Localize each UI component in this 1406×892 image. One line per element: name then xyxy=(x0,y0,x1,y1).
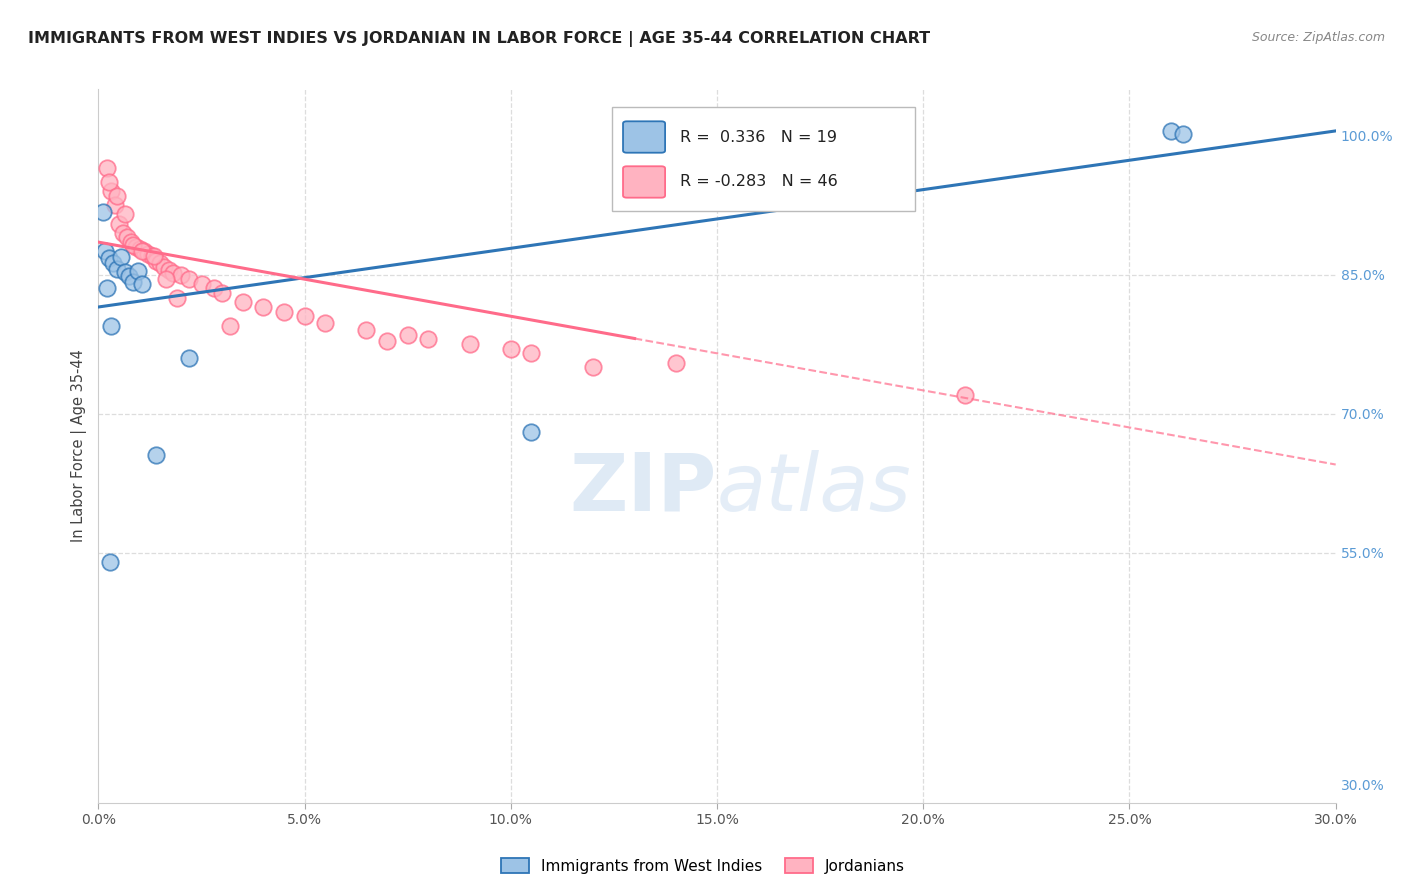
Point xyxy=(499,342,522,356)
Point xyxy=(356,323,378,337)
Point xyxy=(108,217,131,231)
Point xyxy=(166,291,188,305)
Point xyxy=(153,260,176,274)
Text: R = -0.283   N = 46: R = -0.283 N = 46 xyxy=(681,175,838,189)
Point xyxy=(91,204,114,219)
Point xyxy=(179,272,201,286)
FancyBboxPatch shape xyxy=(612,107,915,211)
Point xyxy=(157,263,180,277)
Point xyxy=(143,249,166,263)
Point xyxy=(118,269,141,284)
Point xyxy=(122,238,145,252)
Point xyxy=(114,207,136,221)
Point xyxy=(582,360,605,375)
Point xyxy=(100,184,122,198)
Point xyxy=(105,262,128,277)
Point xyxy=(232,295,254,310)
Point xyxy=(252,300,274,314)
Point xyxy=(124,240,146,254)
Point xyxy=(170,268,193,282)
Point xyxy=(105,188,128,202)
Point xyxy=(127,264,149,278)
Point xyxy=(953,388,976,402)
Point xyxy=(93,244,115,259)
Point xyxy=(145,448,167,462)
Point xyxy=(98,555,121,569)
Text: IMMIGRANTS FROM WEST INDIES VS JORDANIAN IN LABOR FORCE | AGE 35-44 CORRELATION : IMMIGRANTS FROM WEST INDIES VS JORDANIAN… xyxy=(28,31,931,47)
Point xyxy=(104,198,127,212)
Point xyxy=(375,334,398,349)
Point xyxy=(96,281,118,295)
Point xyxy=(520,425,543,439)
Point xyxy=(520,346,543,360)
Text: atlas: atlas xyxy=(717,450,912,528)
Point xyxy=(155,272,177,286)
Point xyxy=(145,253,167,268)
Text: Source: ZipAtlas.com: Source: ZipAtlas.com xyxy=(1251,31,1385,45)
Point xyxy=(128,242,150,256)
Point xyxy=(219,318,242,333)
Point xyxy=(100,318,122,333)
Point xyxy=(96,161,118,175)
Point xyxy=(122,275,145,289)
Point xyxy=(141,249,163,263)
Text: ZIP: ZIP xyxy=(569,450,717,528)
Point xyxy=(1171,127,1194,141)
Point xyxy=(114,265,136,279)
Point xyxy=(179,351,201,365)
Point xyxy=(149,256,172,270)
Point xyxy=(132,244,155,259)
Point xyxy=(190,277,212,291)
FancyBboxPatch shape xyxy=(623,166,665,198)
Y-axis label: In Labor Force | Age 35-44: In Labor Force | Age 35-44 xyxy=(72,350,87,542)
Point xyxy=(131,244,153,259)
Text: R =  0.336   N = 19: R = 0.336 N = 19 xyxy=(681,129,837,145)
Point xyxy=(110,250,132,264)
Point xyxy=(294,310,316,324)
Point xyxy=(120,235,142,249)
Point xyxy=(418,333,440,347)
Legend: Immigrants from West Indies, Jordanians: Immigrants from West Indies, Jordanians xyxy=(495,852,911,880)
Point xyxy=(97,251,120,265)
Point xyxy=(273,304,295,318)
Point xyxy=(202,281,225,295)
Point xyxy=(101,256,124,270)
Point xyxy=(97,175,120,189)
Point xyxy=(131,277,153,291)
Point xyxy=(162,266,184,280)
Point xyxy=(665,355,688,369)
Point xyxy=(211,286,233,301)
Point xyxy=(112,226,135,240)
FancyBboxPatch shape xyxy=(623,121,665,153)
Point xyxy=(396,327,419,342)
Point xyxy=(1160,124,1182,138)
Point xyxy=(136,247,159,261)
Point xyxy=(314,316,336,330)
Point xyxy=(458,337,481,351)
Point xyxy=(117,230,139,244)
